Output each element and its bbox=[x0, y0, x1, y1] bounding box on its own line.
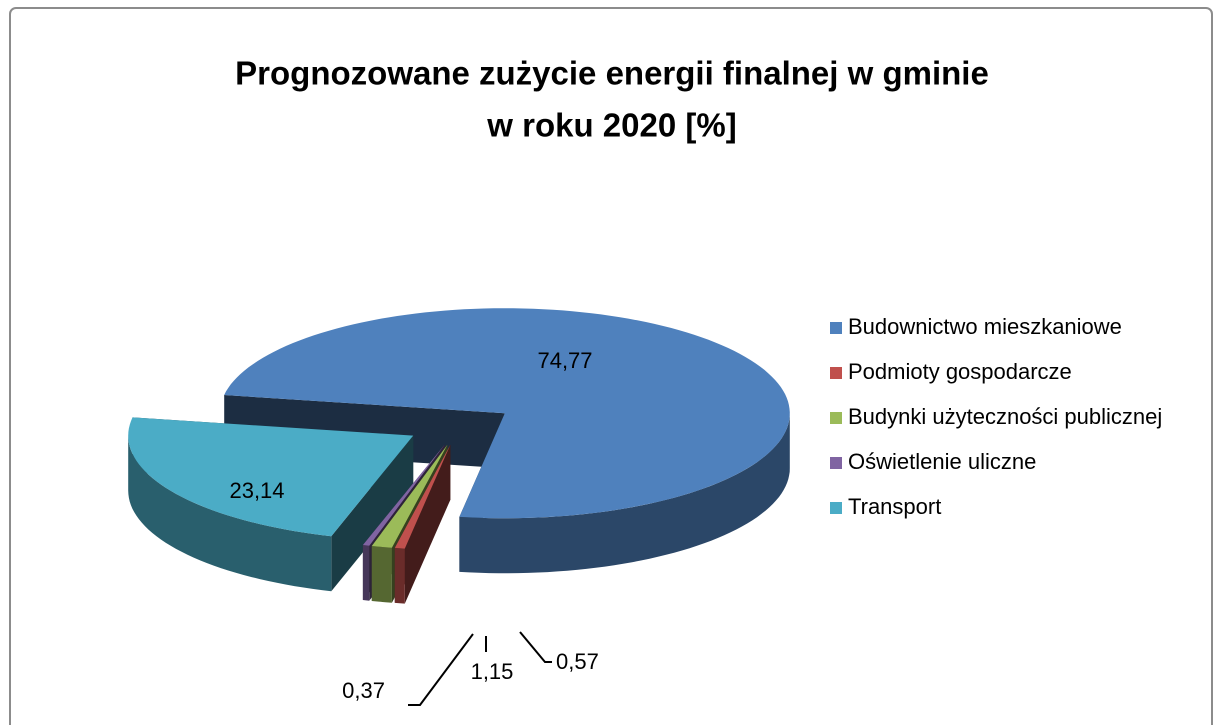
pie-slice bbox=[224, 308, 790, 574]
data-label: 1,15 bbox=[471, 659, 514, 684]
data-label: 74,77 bbox=[537, 348, 592, 373]
slice-wall bbox=[394, 547, 405, 604]
legend-swatch bbox=[830, 322, 842, 334]
leader-line bbox=[519, 631, 552, 663]
chart-title: Prognozowane zużycie energii finalnej w … bbox=[235, 55, 989, 92]
slice-wall bbox=[128, 435, 332, 592]
legend-swatch bbox=[830, 367, 842, 379]
pie-slice bbox=[128, 417, 414, 592]
legend-swatch bbox=[830, 502, 842, 514]
legend-label: Transport bbox=[848, 494, 941, 519]
data-label: 23,14 bbox=[229, 478, 284, 503]
legend-label: Podmioty gospodarcze bbox=[848, 359, 1072, 384]
slice-wall bbox=[362, 545, 370, 601]
slice-side bbox=[394, 444, 451, 603]
slice-top bbox=[362, 444, 445, 546]
slice-top bbox=[128, 417, 414, 537]
data-label: 0,57 bbox=[556, 649, 599, 674]
legend-label: Budynki użyteczności publicznej bbox=[848, 404, 1162, 429]
legend-label: Budownictwo mieszkaniowe bbox=[848, 314, 1122, 339]
leader-line bbox=[408, 633, 474, 706]
slice-top bbox=[371, 444, 448, 548]
slice-top bbox=[224, 308, 790, 519]
legend-label: Oświetlenie uliczne bbox=[848, 449, 1036, 474]
slice-wall bbox=[371, 546, 392, 603]
legend-swatch bbox=[830, 457, 842, 469]
slice-top bbox=[394, 444, 451, 549]
pie-slice bbox=[394, 444, 451, 604]
data-label: 0,37 bbox=[342, 678, 385, 703]
slice-wall bbox=[459, 413, 790, 574]
legend-swatch bbox=[830, 412, 842, 424]
chart-title: w roku 2020 [%] bbox=[486, 107, 736, 144]
